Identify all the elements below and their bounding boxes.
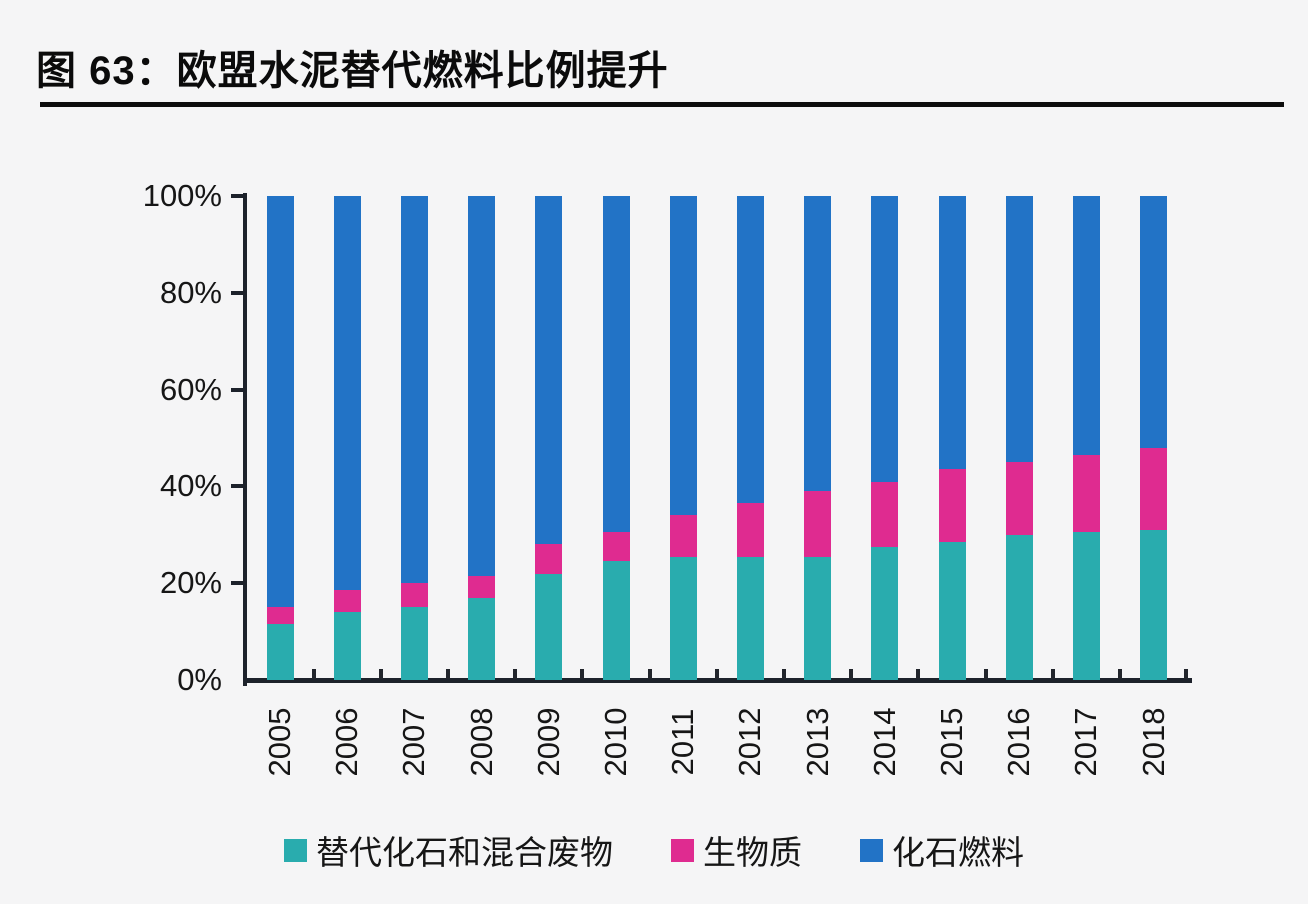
- x-axis-tick: [311, 669, 316, 679]
- y-axis-tick: [231, 387, 243, 392]
- bar-segment-2009: [535, 544, 563, 574]
- chart-legend: 替代化石和混合废物 生物质 化石燃料: [0, 826, 1308, 874]
- x-axis-tick: [983, 669, 988, 679]
- bar-segment-2009: [535, 573, 563, 680]
- x-axis-label: 2008: [463, 707, 499, 777]
- bar-segment-2015: [938, 196, 966, 470]
- bar-segment-2018: [1140, 196, 1168, 448]
- y-axis-line: [243, 193, 247, 686]
- bar-segment-2016: [1005, 462, 1033, 535]
- x-axis-tick: [1050, 669, 1055, 679]
- bar-segment-2009: [535, 196, 563, 545]
- x-axis-label: 2012: [732, 707, 768, 777]
- bar-segment-2005: [266, 196, 294, 608]
- legend-swatch-icon: [284, 838, 307, 862]
- y-axis-label: 80%: [159, 274, 222, 310]
- x-axis-label: 2006: [329, 707, 365, 777]
- x-axis-label: 2018: [1135, 707, 1171, 777]
- x-axis-tick: [916, 669, 921, 679]
- bar-segment-2014: [871, 196, 899, 482]
- x-axis-tick: [446, 669, 450, 679]
- legend-item-2: 化石燃料: [860, 826, 1024, 874]
- bar-segment-2012: [736, 196, 764, 504]
- bar-segment-2016: [1005, 534, 1033, 680]
- legend-item-1: 生物质: [671, 826, 802, 874]
- bar-segment-2015: [938, 469, 966, 543]
- x-axis-label: 2015: [934, 707, 969, 777]
- bar-segment-2005: [266, 607, 294, 625]
- x-axis-tick: [378, 669, 383, 679]
- x-axis-label: 2014: [866, 707, 902, 777]
- x-axis-label: 2009: [530, 707, 566, 777]
- bar-segment-2017: [1072, 196, 1100, 455]
- x-axis-label: 2011: [665, 708, 701, 776]
- bar-segment-2012: [736, 503, 764, 557]
- bar-segment-2010: [602, 196, 630, 533]
- x-axis-label: 2013: [799, 707, 835, 777]
- x-axis-tick: [1118, 669, 1122, 679]
- x-axis-tick: [580, 669, 585, 679]
- x-axis-label: 2007: [396, 707, 432, 777]
- x-axis-tick: [782, 669, 786, 679]
- bar-segment-2007: [400, 607, 428, 680]
- legend-item-0: 替代化石和混合废物: [284, 826, 613, 874]
- bar-segment-2006: [333, 196, 361, 591]
- legend-label: 化石燃料: [892, 834, 1024, 871]
- x-axis-label: 2010: [598, 707, 633, 777]
- bar-segment-2013: [804, 556, 832, 680]
- bar-segment-2018: [1140, 447, 1168, 530]
- bar-segment-2008: [468, 575, 496, 598]
- y-axis-tick: [231, 581, 243, 586]
- bar-segment-2010: [602, 561, 630, 680]
- legend-swatch-icon: [860, 838, 883, 862]
- x-axis-tick: [714, 669, 719, 679]
- bar-segment-2018: [1140, 529, 1168, 680]
- bar-segment-2010: [602, 532, 630, 562]
- x-axis-label: 2017: [1068, 707, 1104, 777]
- bar-segment-2011: [669, 556, 697, 680]
- bar-segment-2006: [333, 612, 361, 680]
- y-axis-label: 0%: [177, 662, 222, 697]
- x-axis-tick: [647, 669, 652, 679]
- y-axis-label: 40%: [159, 468, 222, 504]
- x-axis-tick: [849, 669, 854, 679]
- bar-segment-2013: [804, 196, 832, 492]
- y-axis-tick: [231, 484, 243, 489]
- x-axis-label: 2005: [262, 707, 297, 777]
- y-axis-label: 100%: [142, 178, 222, 213]
- x-axis-line: [243, 678, 1192, 683]
- bar-segment-2017: [1072, 454, 1100, 533]
- legend-label: 生物质: [703, 834, 802, 871]
- bar-segment-2016: [1005, 196, 1033, 463]
- x-axis-label: 2016: [1001, 707, 1037, 777]
- title-divider: [40, 102, 1284, 107]
- bar-segment-2012: [736, 556, 764, 680]
- y-axis-label: 20%: [159, 565, 222, 601]
- x-axis-tick: [513, 669, 518, 679]
- bar-segment-2014: [871, 481, 899, 547]
- bar-segment-2014: [871, 546, 899, 680]
- y-axis-tick: [231, 194, 243, 198]
- y-axis-label: 60%: [159, 371, 222, 407]
- bar-segment-2011: [669, 196, 697, 516]
- bar-segment-2011: [669, 515, 697, 557]
- bar-segment-2015: [938, 542, 966, 680]
- y-axis-tick: [231, 290, 243, 295]
- bar-segment-2006: [333, 590, 361, 613]
- bar-segment-2005: [266, 624, 294, 680]
- legend-swatch-icon: [671, 838, 694, 862]
- bar-segment-2007: [400, 583, 428, 608]
- figure-title: 图 63：欧盟水泥替代燃料比例提升: [36, 49, 669, 93]
- bar-segment-2013: [804, 491, 832, 557]
- bar-segment-2008: [468, 196, 496, 576]
- bar-segment-2008: [468, 597, 496, 680]
- x-axis-tick: [1184, 669, 1188, 679]
- bar-segment-2017: [1072, 532, 1100, 680]
- bar-segment-2007: [400, 196, 428, 584]
- legend-label: 替代化石和混合废物: [316, 834, 613, 871]
